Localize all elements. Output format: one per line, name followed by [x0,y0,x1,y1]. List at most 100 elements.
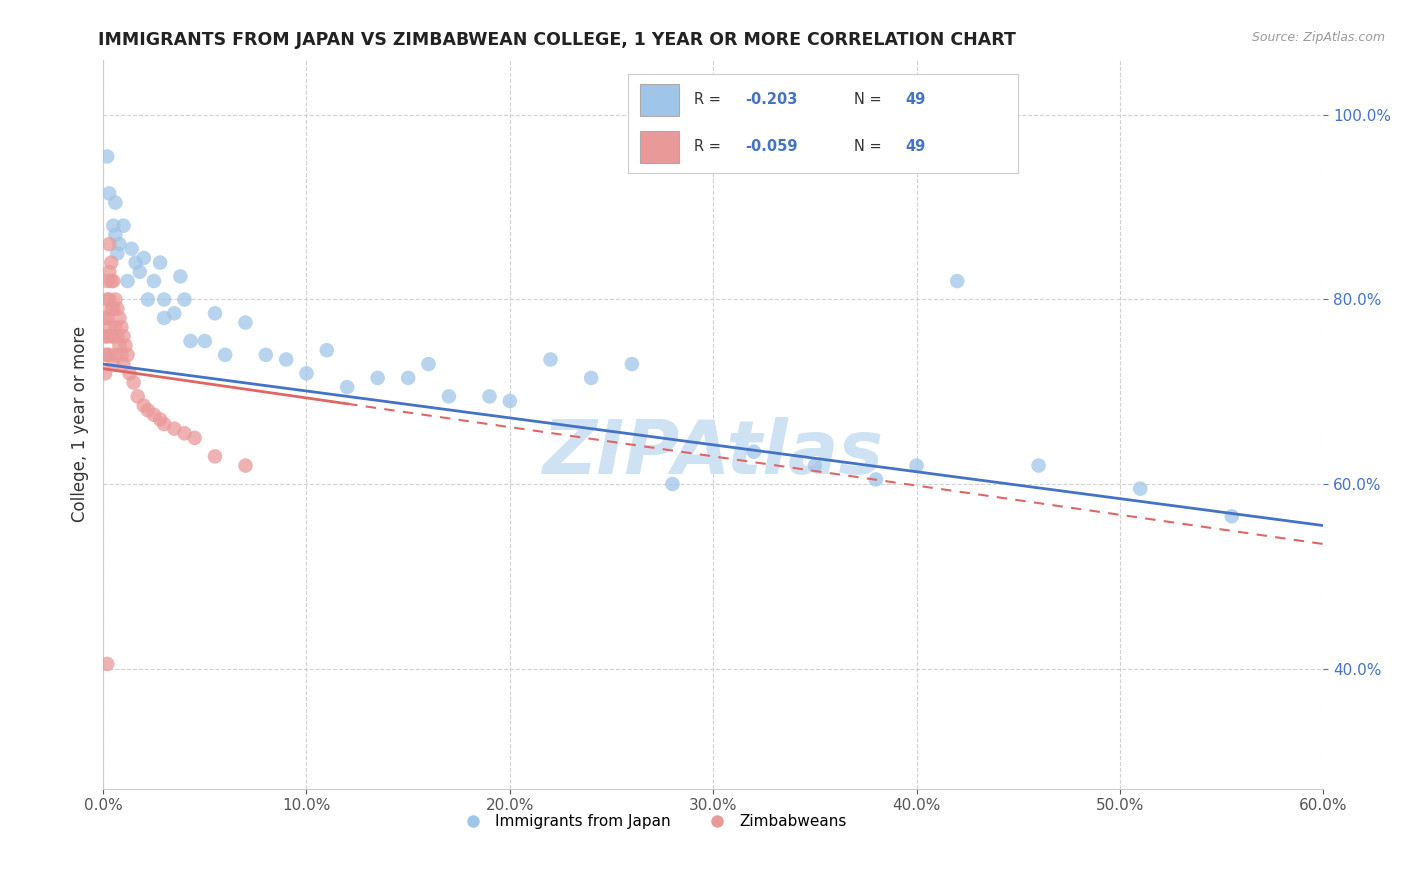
Point [103,219,125,233]
Point [121,242,143,256]
Text: Source: ZipAtlas.com: Source: ZipAtlas.com [1251,31,1385,45]
Point [96,149,118,163]
Point [100,301,122,316]
Point [143,408,166,422]
Point [1028,458,1050,473]
Point [100,255,122,269]
Point [110,320,132,334]
Point [396,371,419,385]
Point [132,399,155,413]
Point [742,444,765,458]
Point [478,389,501,403]
Point [128,265,150,279]
Point [110,348,132,362]
Point [336,380,359,394]
Point [94,348,117,362]
Point [367,371,389,385]
Point [96,348,118,362]
Point [98,320,121,334]
Point [183,431,205,445]
Point [418,357,440,371]
Point [136,403,159,417]
Point [105,329,128,343]
Point [112,219,135,233]
Point [104,195,127,210]
Point [214,348,236,362]
Point [620,357,643,371]
Point [122,376,145,390]
Point [108,237,131,252]
Point [946,274,969,288]
Point [149,412,172,426]
Point [124,255,146,269]
Point [100,329,122,343]
Y-axis label: College, 1 year or more: College, 1 year or more [72,326,89,522]
Point [153,293,176,307]
Point [1129,482,1152,496]
Point [163,306,186,320]
Point [149,255,172,269]
Point [94,367,117,381]
Point [153,310,176,325]
Point [114,338,136,352]
Point [905,458,928,473]
Point [103,329,125,343]
Point [104,293,127,307]
Point [276,352,298,367]
Point [112,357,135,371]
Point [98,237,121,252]
Point [180,334,202,348]
Point [96,310,118,325]
Point [117,274,139,288]
Point [153,417,176,431]
Point [103,274,125,288]
Point [118,367,141,381]
Point [94,329,117,343]
Point [98,186,121,201]
Point [98,265,121,279]
Point [104,348,127,362]
Point [105,301,128,316]
Point [1220,509,1243,524]
Point [112,329,135,343]
Point [540,352,562,367]
Point [132,251,155,265]
Point [108,338,131,352]
Point [295,367,318,381]
Point [579,371,602,385]
Point [163,422,186,436]
Point [98,348,121,362]
Point [136,293,159,307]
Point [96,274,118,288]
Point [204,306,226,320]
Point [235,458,257,473]
Legend: Immigrants from Japan, Zimbabweans: Immigrants from Japan, Zimbabweans [451,808,853,836]
Point [235,316,257,330]
Point [96,657,118,671]
Point [173,426,195,441]
Point [117,348,139,362]
Text: IMMIGRANTS FROM JAPAN VS ZIMBABWEAN COLLEGE, 1 YEAR OR MORE CORRELATION CHART: IMMIGRANTS FROM JAPAN VS ZIMBABWEAN COLL… [98,31,1017,49]
Point [108,310,131,325]
Point [865,472,887,486]
Point [98,293,121,307]
Point [96,329,118,343]
Point [100,274,122,288]
Point [104,227,127,242]
Point [315,343,337,358]
Point [254,348,277,362]
Point [96,293,118,307]
Point [104,320,127,334]
Point [437,389,460,403]
Point [194,334,217,348]
Point [499,394,522,409]
Point [143,274,166,288]
Point [204,450,226,464]
Point [127,389,149,403]
Point [804,458,827,473]
Text: ZIPAtlas: ZIPAtlas [543,417,884,490]
Point [661,477,683,491]
Point [105,246,128,260]
Point [173,293,195,307]
Point [103,301,125,316]
